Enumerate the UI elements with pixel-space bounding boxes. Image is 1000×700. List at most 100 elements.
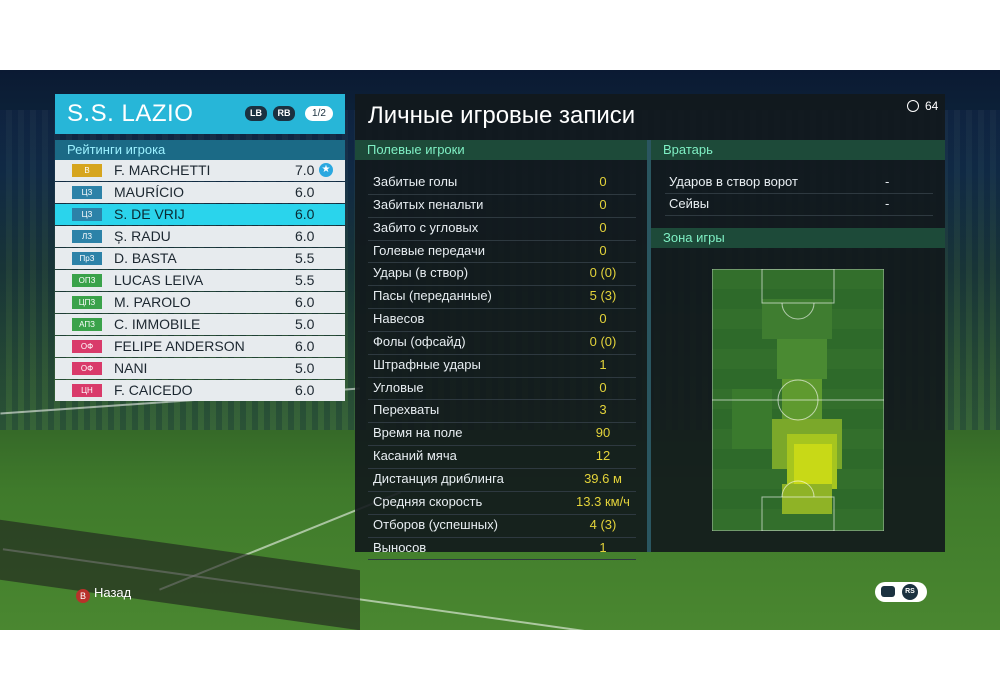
match-timer: 64 [907, 99, 938, 113]
play-zone-label: Зона игры [663, 230, 725, 245]
player-name: LUCAS LEIVA [114, 272, 204, 288]
chat-control[interactable]: RS [875, 582, 927, 602]
ratings-header-label: Рейтинги игрока [67, 142, 166, 157]
player-row[interactable]: ЦПЗ M. PAROLO 6.0 [55, 292, 345, 313]
play-zone-heatmap [712, 269, 884, 531]
player-row[interactable]: В F. MARCHETTI 7.0 ★ [55, 160, 345, 181]
rs-stick-icon: RS [902, 584, 918, 600]
ratings-header: Рейтинги игрока [55, 140, 345, 160]
b-button-icon: B [76, 589, 90, 603]
player-row[interactable]: ОПЗ LUCAS LEIVA 5.5 [55, 270, 345, 291]
player-name: C. IMMOBILE [114, 316, 201, 332]
goalkeeper-stat-row: Сейвы - [665, 194, 933, 216]
stat-value: - [885, 196, 890, 211]
stat-value: 0 [599, 174, 607, 189]
position-badge: В [72, 164, 102, 177]
team-header: S.S. LAZIO LB RB 1/2 [55, 94, 345, 134]
player-row[interactable]: ЦЗ S. DE VRIJ 6.0 [55, 204, 345, 225]
stat-label: Отборов (успешных) [373, 516, 498, 532]
stat-value: 0 [599, 379, 607, 395]
rb-button-icon[interactable]: RB [273, 106, 295, 121]
stat-label: Средняя скорость [373, 493, 483, 509]
field-players-header: Полевые игроки [355, 140, 647, 160]
stat-label: Удары (в створ) [373, 265, 469, 281]
stat-value: 1 [599, 539, 607, 555]
stat-label: Фолы (офсайд) [373, 333, 466, 349]
player-rating: 5.5 [295, 272, 315, 288]
stat-row: Забито с угловых 0 [368, 218, 636, 241]
lb-button-icon[interactable]: LB [245, 106, 267, 121]
player-name: F. MARCHETTI [114, 162, 211, 178]
player-row[interactable]: ОФ FELIPE ANDERSON 6.0 [55, 336, 345, 357]
player-rating: 5.0 [295, 360, 315, 376]
stat-label: Штрафные удары [373, 356, 481, 372]
stat-value: 0 [599, 219, 607, 235]
stat-row: Перехваты 3 [368, 400, 636, 424]
stat-value: 3 [599, 402, 607, 418]
stat-value: 90 [595, 425, 611, 441]
stat-label: Касаний мяча [373, 448, 457, 464]
stat-row: Отборов (успешных) 4 (3) [368, 515, 636, 538]
player-rating: 5.5 [295, 250, 315, 266]
player-list: В F. MARCHETTI 7.0 ★ ЦЗ MAURÍCIO 6.0 ЦЗ S. DE VR… [55, 160, 345, 402]
stat-row: Штрафные удары 1 [368, 355, 636, 378]
player-rating: 6.0 [295, 206, 315, 222]
position-badge: ЛЗ [72, 230, 102, 243]
stat-row: Касаний мяча 12 [368, 446, 636, 469]
position-badge: ОФ [72, 340, 102, 353]
stat-label: Дистанция дриблинга [373, 470, 504, 486]
chat-icon [881, 586, 895, 597]
player-name: FELIPE ANDERSON [114, 338, 245, 354]
position-badge: ОПЗ [72, 274, 102, 287]
stat-label: Пасы (переданные) [373, 288, 492, 304]
goalkeeper-stat-row: Ударов в створ ворот - [665, 172, 933, 194]
position-badge: ПрЗ [72, 252, 102, 265]
position-badge: ЦЗ [72, 186, 102, 199]
back-button[interactable]: B Назад [76, 585, 131, 603]
stat-value: 0 [599, 196, 607, 212]
player-rating: 6.0 [295, 294, 315, 310]
stat-label: Сейвы [669, 196, 710, 211]
stat-value: 5 (3) [589, 288, 617, 304]
field-players-label: Полевые игроки [367, 142, 465, 157]
player-rating: 7.0 [295, 162, 315, 178]
player-rating: 6.0 [295, 228, 315, 244]
column-divider [647, 140, 651, 552]
star-icon: ★ [319, 163, 333, 177]
page-indicator: 1/2 [305, 106, 333, 121]
clock-icon [907, 100, 919, 112]
timer-value: 64 [925, 99, 939, 113]
stat-row: Забитых пенальти 0 [368, 195, 636, 218]
position-badge: ОФ [72, 362, 102, 375]
stat-value: 0 [599, 311, 607, 327]
stat-value: 0 (0) [589, 333, 617, 349]
stat-label: Выносов [373, 539, 427, 555]
stat-label: Забитые голы [373, 174, 458, 189]
match-records-panel: Личные игровые записи 64 Полевые игроки … [355, 94, 945, 561]
player-row[interactable]: ОФ NANI 5.0 [55, 358, 345, 379]
player-row[interactable]: ПрЗ D. BASTA 5.5 [55, 248, 345, 269]
stat-label: Навесов [373, 311, 425, 327]
player-name: NANI [114, 360, 148, 376]
player-row[interactable]: ЦН F. CAICEDO 6.0 [55, 380, 345, 401]
player-rating: 6.0 [295, 338, 315, 354]
player-row[interactable]: ЦЗ MAURÍCIO 6.0 [55, 182, 345, 203]
stat-value: 0 [599, 242, 607, 258]
player-name: M. PAROLO [114, 294, 191, 310]
stat-row: Навесов 0 [368, 309, 636, 332]
page-title: Личные игровые записи [368, 102, 636, 129]
player-rating: 6.0 [295, 184, 315, 200]
stat-row: Средняя скорость 13.3 км/ч [368, 492, 636, 515]
stat-label: Забитых пенальти [373, 196, 484, 212]
stat-value: 1 [599, 356, 607, 372]
stat-row: Время на поле 90 [368, 423, 636, 447]
stat-value: 12 [595, 448, 611, 464]
stat-label: Забито с угловых [373, 219, 479, 235]
player-row[interactable]: АПЗ C. IMMOBILE 5.0 [55, 314, 345, 335]
stat-row: Выносов 1 [368, 538, 636, 561]
player-name: F. CAICEDO [114, 382, 193, 398]
position-badge: ЦПЗ [72, 296, 102, 309]
stat-row: Пасы (переданные) 5 (3) [368, 286, 636, 310]
player-row[interactable]: ЛЗ Ș. RADU 6.0 [55, 226, 345, 247]
goalkeeper-header: Вратарь [651, 140, 945, 160]
